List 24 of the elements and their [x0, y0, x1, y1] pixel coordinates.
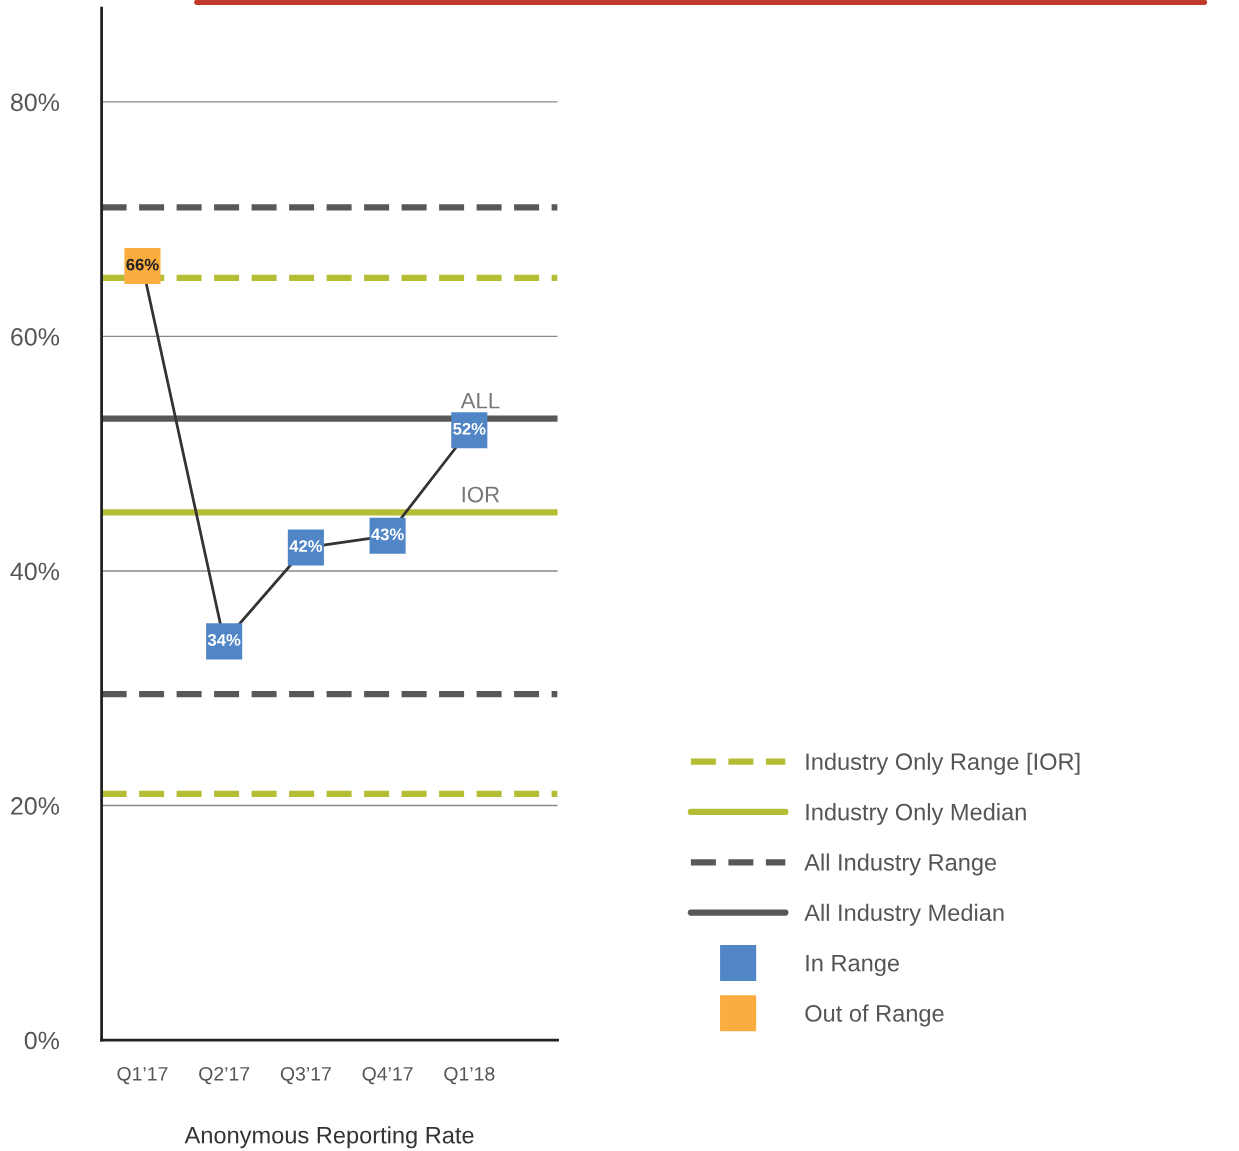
- data-label: 43%: [371, 528, 404, 541]
- y-tick-label: 60%: [11, 328, 60, 346]
- legend-label: Out of Range: [805, 1004, 944, 1027]
- x-tick-label: Q1’17: [117, 1066, 168, 1085]
- y-tick-label: 0%: [24, 1031, 60, 1050]
- legend-label: All Industry Range: [804, 853, 997, 876]
- annotation: ALL: [460, 393, 500, 409]
- y-tick-label: 80%: [10, 93, 60, 112]
- x-tick-label: Q1’18: [444, 1066, 495, 1085]
- data-label: 42%: [289, 540, 323, 552]
- data-label: 52%: [453, 422, 486, 435]
- annotation: IOR: [462, 486, 500, 503]
- x-tick-label: Q2’17: [199, 1066, 250, 1085]
- data-label: 66%: [126, 258, 159, 271]
- legend-label: In Range: [806, 954, 900, 977]
- x-tick-label: Q4’17: [362, 1066, 413, 1085]
- legend-label: All Industry Median: [804, 903, 1004, 926]
- legend-label: Industry Only Range [IOR]: [806, 752, 1080, 775]
- x-axis-title: Anonymous Reporting Rate: [184, 1126, 474, 1149]
- y-tick-label: 40%: [10, 562, 60, 581]
- legend-label: Industry Only Median: [806, 803, 1026, 826]
- x-tick-label: Q3’17: [280, 1066, 331, 1085]
- y-tick-label: 20%: [11, 797, 60, 815]
- data-label: 34%: [207, 633, 241, 646]
